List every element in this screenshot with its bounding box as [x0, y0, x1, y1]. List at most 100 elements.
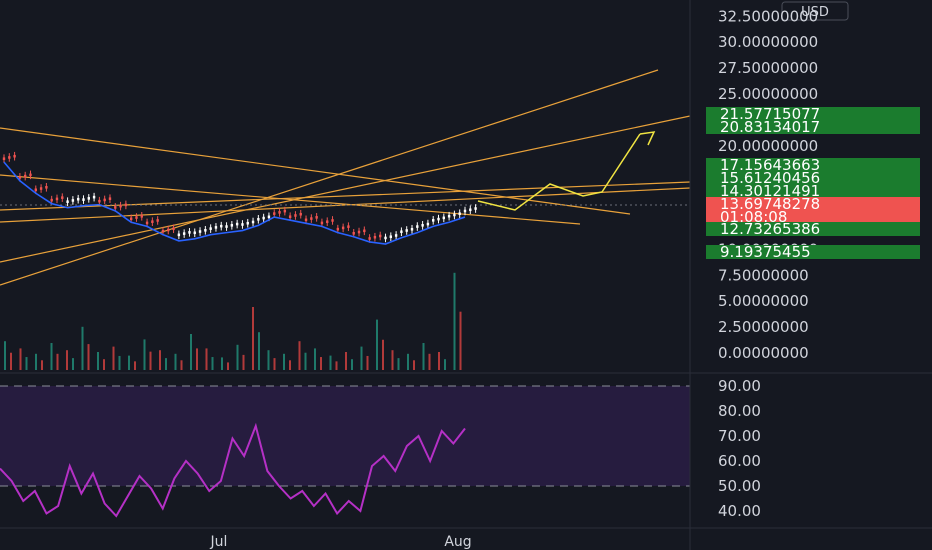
- volume-bar: [258, 332, 260, 370]
- trendline: [0, 69, 659, 286]
- volume-bar: [459, 311, 462, 370]
- candle: [315, 216, 318, 219]
- candle: [447, 214, 451, 218]
- currency-box[interactable]: [781, 1, 849, 21]
- candle: [82, 198, 85, 201]
- candle: [267, 215, 271, 219]
- volume-bar: [25, 357, 28, 370]
- volume-bar: [453, 272, 456, 370]
- candle: [61, 196, 64, 199]
- candle: [251, 220, 255, 224]
- candle: [262, 216, 265, 220]
- candle: [331, 219, 334, 222]
- volume-bar: [267, 350, 270, 370]
- candle: [421, 224, 424, 227]
- price-tick: 25.00000000: [718, 85, 818, 103]
- volume-bar: [35, 353, 37, 370]
- volume-bar: [221, 357, 223, 370]
- volume-bar: [56, 353, 59, 370]
- volume-bar: [19, 348, 22, 370]
- candle: [357, 230, 361, 234]
- volume-bar: [422, 343, 425, 370]
- candle: [246, 221, 249, 225]
- candle: [204, 228, 207, 232]
- price-tag: 15.61240456: [706, 169, 920, 187]
- candle: [347, 225, 350, 228]
- candle: [432, 219, 435, 222]
- price-tick: 20.00000000: [718, 137, 818, 155]
- candle: [405, 229, 408, 232]
- price-tick: 27.50000000: [718, 59, 818, 77]
- candle: [326, 220, 329, 223]
- candle: [426, 222, 430, 226]
- volume-bar: [304, 352, 307, 370]
- candle: [193, 231, 196, 235]
- price-tick: 2.50000000: [718, 318, 809, 336]
- volume-bar: [366, 355, 369, 370]
- volume-bar: [81, 326, 84, 370]
- candle: [283, 209, 287, 213]
- rsi-pane[interactable]: [0, 385, 690, 518]
- volume-bar: [360, 346, 363, 370]
- volume-bar: [382, 339, 384, 370]
- candle: [241, 223, 244, 226]
- candle: [182, 232, 186, 235]
- volume-bar: [205, 348, 208, 370]
- price-tag: 9.19375455: [706, 243, 920, 261]
- volume-bar: [227, 362, 229, 370]
- volume-bar: [320, 357, 322, 370]
- rsi-tick: 90.00: [718, 377, 761, 395]
- volume-bar: [4, 341, 6, 370]
- price-tick: 7.50000000: [718, 266, 809, 284]
- candle: [129, 217, 133, 221]
- candle: [119, 204, 122, 208]
- volume-bar: [345, 352, 347, 370]
- candle: [8, 156, 11, 159]
- candle: [76, 197, 80, 201]
- candle: [167, 228, 170, 232]
- candle: [288, 215, 292, 219]
- price-tick: 32.50000000: [718, 7, 818, 25]
- rsi-tick: 50.00: [718, 477, 761, 495]
- candle: [416, 225, 419, 228]
- volume-bar: [289, 360, 291, 370]
- candle: [410, 227, 414, 231]
- volume-bar: [134, 361, 136, 370]
- candle: [172, 227, 175, 231]
- price-pane[interactable]: [0, 69, 691, 370]
- currency-label: USD: [801, 5, 829, 20]
- rsi-line: [0, 422, 466, 518]
- volume-bar: [335, 361, 338, 370]
- price-tag-label: 14.30121491: [720, 182, 820, 200]
- volume-bar: [376, 319, 378, 370]
- candle: [161, 229, 165, 233]
- candle: [98, 199, 101, 203]
- volume-bar: [314, 348, 316, 370]
- candle: [384, 236, 387, 240]
- volume-bar: [174, 353, 177, 370]
- candle: [225, 225, 228, 228]
- rsi-axis: 90.00 80.00 70.00 60.00 50.00 40.00: [718, 377, 761, 520]
- candle: [124, 203, 128, 207]
- candle: [373, 235, 377, 239]
- candle: [294, 214, 297, 217]
- volume-bar: [165, 358, 167, 370]
- price-tag-label: 21.57715077: [720, 105, 820, 123]
- candle: [135, 216, 138, 219]
- rsi-tick: 80.00: [718, 402, 761, 420]
- price-tag-label: 15.61240456: [720, 169, 820, 187]
- candle: [463, 209, 467, 213]
- volume-bar: [438, 352, 440, 370]
- trendline: [0, 174, 581, 225]
- price-tag-label: 13.69748278: [720, 195, 820, 213]
- candle: [66, 200, 69, 203]
- projection-line: [477, 133, 641, 211]
- projection-path: [477, 131, 656, 211]
- time-axis: Jul Aug: [210, 534, 472, 550]
- price-tick: 5.00000000: [718, 292, 809, 310]
- price-tag: 17.15643663: [706, 156, 920, 174]
- price-tag-box: [706, 184, 920, 198]
- candle: [474, 207, 477, 210]
